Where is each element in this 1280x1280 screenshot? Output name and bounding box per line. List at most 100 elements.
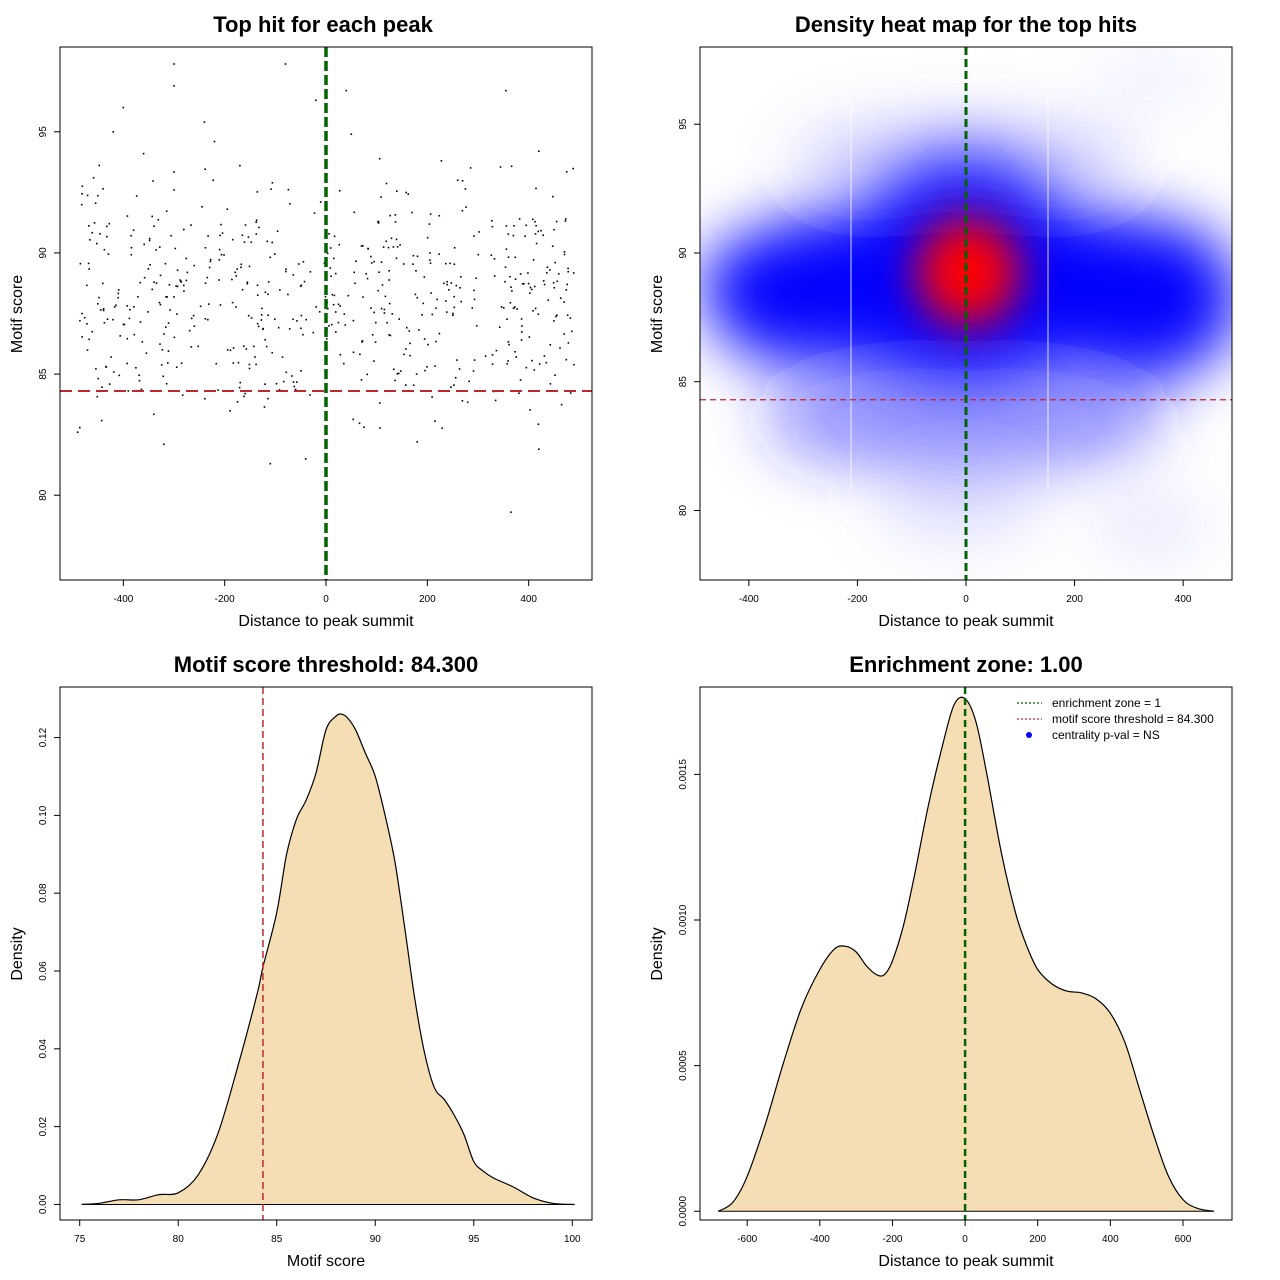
data-point [329,247,332,249]
data-point [553,228,555,231]
data-point [370,262,373,264]
data-point [507,233,510,235]
data-point [491,225,494,228]
heatmap-title: Density heat map for the top hits [795,12,1137,37]
data-point [388,334,390,336]
data-point [468,380,470,383]
data-point [412,254,415,257]
data-point [557,273,560,275]
data-point [456,179,459,181]
data-point [473,359,476,361]
data-point [520,339,523,341]
scatter-title: Top hit for each peak [213,12,433,37]
data-point [176,313,178,315]
data-point [219,304,222,306]
scatter-y-label: Motif score [9,275,26,353]
data-point [83,316,86,319]
data-point [373,360,375,362]
data-point [505,248,508,250]
data-point [431,396,433,398]
data-point [113,371,115,373]
data-point [446,280,448,283]
data-point [361,340,364,342]
data-point [471,307,474,309]
legend-label: motif score threshold = 84.300 [1052,712,1214,726]
data-point [375,321,377,324]
data-point [270,188,272,190]
heatmap-y-axis: 80 85 90 95 [678,118,700,516]
data-point [393,368,395,371]
data-point [514,256,517,259]
distance-density-curve [717,696,1214,1212]
x-tick-label: 400 [1175,594,1192,605]
x-tick-label: -400 [739,594,759,605]
heatmap-panel: Density heat map for the top hits [649,12,1233,630]
heatmap-density-blue [700,50,1232,555]
data-point [304,458,307,460]
data-point [138,374,140,377]
data-point [190,317,193,320]
data-point [229,410,231,412]
data-point [88,268,90,270]
data-point [554,374,556,376]
data-point [465,206,467,208]
data-point [365,273,367,275]
data-point [448,289,450,291]
data-point [572,272,575,274]
data-point [264,383,266,385]
data-point [352,418,354,421]
data-point [466,401,469,404]
data-point [300,314,303,317]
data-point [190,224,192,226]
data-point [329,267,332,269]
data-point [240,263,243,266]
data-point [455,284,458,287]
data-point [292,381,295,383]
data-point [441,427,443,429]
data-point [532,310,534,312]
data-point [220,253,223,256]
y-tick-label: 85 [678,376,689,388]
distance-density-x-axis: -600 -400 -200 0 200 400 600 [737,1220,1192,1245]
data-point [553,287,556,289]
data-point [537,423,540,425]
data-point [213,140,216,143]
data-point [334,272,337,275]
data-point [147,268,150,270]
data-point [165,382,168,385]
heatmap-y-label: Motif score [649,275,666,353]
data-point [203,121,206,123]
data-point [460,300,462,303]
data-point [298,263,300,265]
data-point [555,315,557,318]
data-point [130,246,133,249]
data-point [226,349,229,351]
data-point [155,249,157,251]
score-density-title: Motif score threshold: 84.300 [174,652,478,677]
data-point [546,266,549,268]
legend-label: centrality p-val = NS [1052,728,1160,742]
data-point [137,296,139,298]
y-tick-label: 0.10 [38,805,49,825]
data-point [250,241,253,243]
data-point [563,333,565,335]
data-point [265,345,268,348]
data-point [106,235,108,238]
y-tick-label: 0.06 [38,961,49,981]
data-point [373,260,375,263]
heatmap-x-label: Distance to peak summit [878,613,1054,630]
data-point [473,289,475,292]
data-point [275,382,278,385]
data-point [162,375,165,378]
data-point [185,257,187,260]
data-point [426,236,429,239]
data-point [510,165,513,168]
data-point [243,241,246,243]
data-point [538,150,540,152]
data-point [294,388,297,391]
data-point [516,308,518,310]
x-tick-label: 75 [74,1234,86,1245]
data-point [537,230,539,233]
data-point [475,277,477,279]
